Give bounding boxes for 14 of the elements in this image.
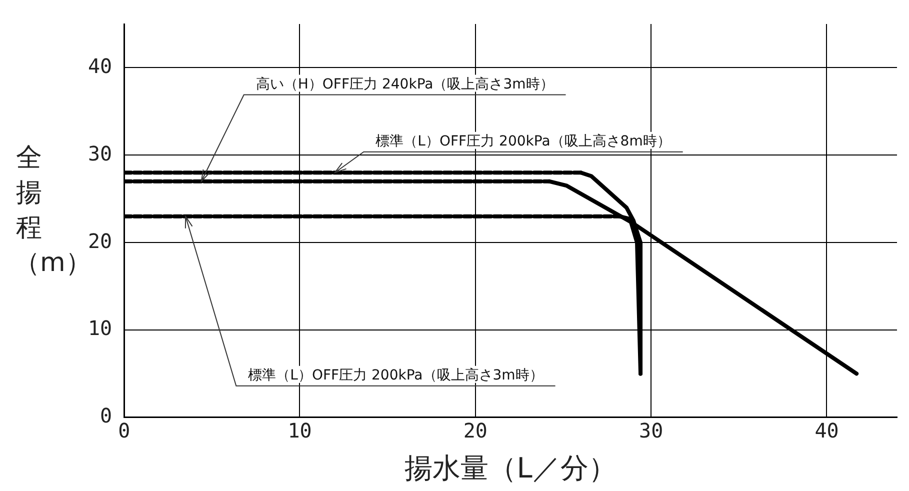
x-tick-label: 30: [639, 418, 664, 443]
x-tick-label: 40: [814, 418, 839, 443]
x-axis-title: 揚水量（L／分）: [404, 451, 616, 484]
annotation: 高い（H）OFF圧力 240kPa（吸上高さ3m時）: [256, 76, 554, 92]
y-tick-label: 0: [100, 404, 112, 428]
x-tick-label: 10: [288, 418, 312, 443]
y-tick-label: 30: [88, 141, 112, 166]
y-tick-label: 40: [88, 54, 112, 78]
annotation: 標準（L）OFF圧力 200kPa（吸上高さ8m時）: [376, 133, 671, 150]
x-tick-label: 20: [463, 418, 488, 443]
y-tick-label: 10: [88, 316, 112, 340]
x-tick-label: 0: [118, 418, 130, 443]
annotation: 標準（L）OFF圧力 200kPa（吸上高さ3m時）: [248, 368, 544, 384]
y-tick-label: 20: [88, 228, 112, 253]
